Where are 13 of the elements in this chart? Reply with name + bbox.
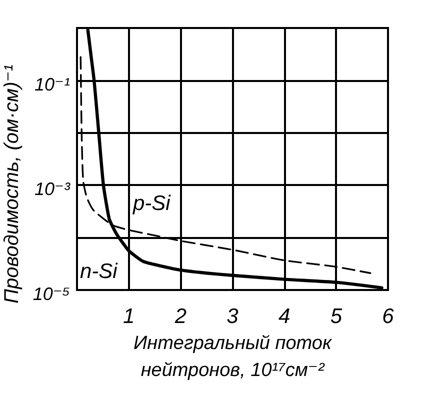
y-tick-label: 10⁻³ [34,179,71,200]
x-tick-label: 5 [330,305,342,328]
x-tick-label: 2 [174,305,187,328]
y-axis-title: Проводимость, (ом·см)⁻¹ [1,64,24,304]
y-tick-label: 10⁻⁵ [32,284,70,304]
x-tick-label: 4 [278,305,290,328]
series-label: p-Si [132,192,172,215]
series-label: n-Si [80,260,119,283]
x-tick-label: 1 [122,305,135,328]
y-tick-label: 10⁻¹ [34,74,70,94]
x-axis-title: Интегральный поток нейтронов, 10¹⁷см⁻² [134,333,332,381]
x-tick-label: 3 [226,305,239,328]
x-tick-label: 6 [382,305,394,328]
